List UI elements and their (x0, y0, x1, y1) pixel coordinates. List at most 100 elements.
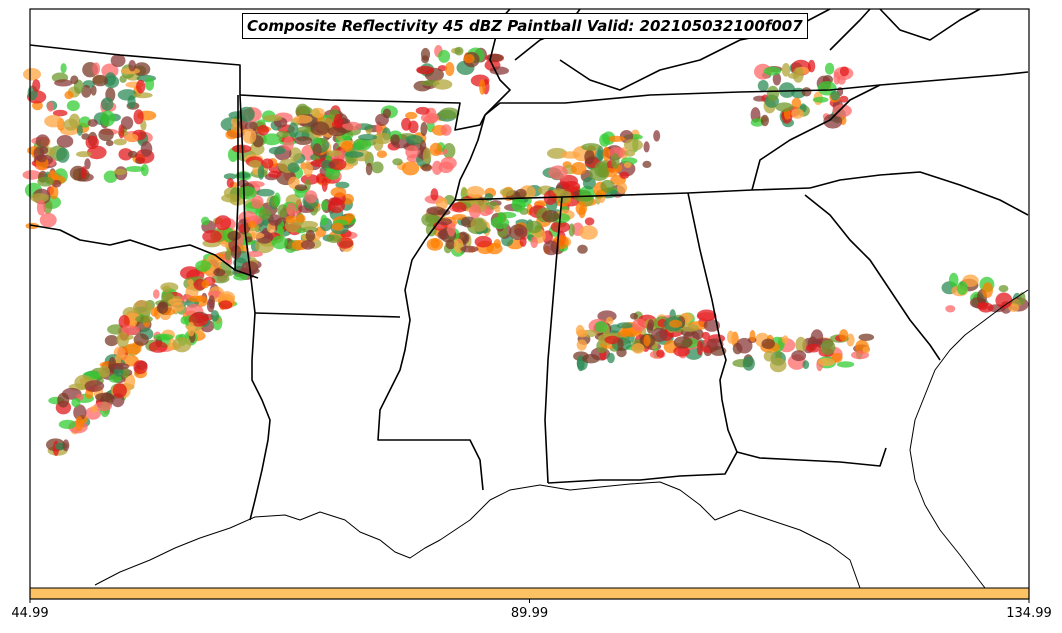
storm-cell-blob (52, 109, 68, 117)
storm-cell-blob (643, 141, 650, 153)
storm-cell-blob (153, 289, 160, 299)
storm-cell-blob (460, 245, 479, 253)
storm-cell-blob (145, 77, 155, 91)
storm-cell-blob (118, 315, 130, 329)
storm-cell-blob (92, 74, 108, 87)
storm-cell-blob (766, 85, 780, 102)
storm-cell-blob (421, 164, 433, 172)
storm-cell-blob (392, 158, 403, 166)
storm-cell-blob (757, 80, 769, 92)
storm-cell-blob (582, 354, 600, 364)
storm-cell-blob (978, 302, 994, 313)
storm-cell-blob (791, 97, 802, 109)
storm-cell-blob (287, 162, 300, 173)
storm-cell-blob (575, 201, 587, 215)
storm-cell-blob (326, 150, 343, 157)
storm-cell-blob (60, 63, 67, 74)
map-title: Composite Reflectivity 45 dBZ Paintball … (242, 13, 808, 39)
wv-border (879, 8, 981, 41)
storm-cell-blob (268, 146, 286, 155)
ga-al-border (687, 192, 738, 453)
storm-cell-blob (333, 113, 343, 129)
storm-cell-blob (233, 273, 249, 281)
va-nc-border (879, 71, 1029, 86)
storm-cell-blob (576, 339, 587, 351)
storm-cell-blob (439, 107, 460, 120)
storm-cell-blob (489, 66, 509, 75)
storm-cell-blob (376, 150, 388, 158)
storm-cell-blob (76, 124, 83, 136)
storm-cell-blob (81, 133, 90, 140)
storm-cell-blob (73, 404, 87, 421)
storm-cell-blob (426, 206, 446, 216)
storm-cell-blob (1008, 303, 1020, 312)
storm-cell-blob (76, 151, 92, 158)
storm-cell-blob (104, 335, 119, 347)
storm-cell-blob (461, 186, 467, 198)
storm-cell-blob (631, 343, 645, 354)
storm-cell-blob (51, 179, 62, 188)
storm-cell-blob (312, 143, 322, 157)
storm-cell-blob (422, 147, 432, 164)
storm-cell-blob (568, 223, 575, 237)
storm-cell-blob (132, 300, 153, 315)
storm-cell-blob (559, 174, 579, 188)
storm-cell-blob (276, 130, 289, 139)
storm-cell-blob (63, 118, 79, 131)
storm-cell-blob (208, 295, 216, 309)
storm-cell-blob (451, 202, 467, 213)
storm-cell-blob (148, 341, 168, 353)
storm-cell-blob (602, 146, 611, 162)
storm-cell-blob (839, 95, 849, 103)
storm-cell-blob (320, 214, 328, 226)
storm-cell-blob (39, 212, 57, 228)
storm-cell-blob (454, 46, 464, 56)
storm-cell-blob (701, 331, 710, 340)
storm-cell-blob (251, 195, 264, 209)
storm-cell-blob (262, 114, 283, 122)
storm-cell-blob (123, 343, 142, 355)
storm-cell-blob (611, 153, 620, 169)
storm-cell-blob (32, 79, 41, 92)
ms-la-border (377, 199, 484, 491)
storm-cell-blob (469, 204, 481, 219)
storm-cell-blob (839, 329, 849, 342)
storm-cell-blob (375, 113, 389, 127)
storm-cell-blob (426, 238, 444, 251)
storm-cell-blob (268, 170, 282, 178)
storm-cell-blob (58, 419, 77, 429)
sc-ga-border (804, 194, 941, 361)
storm-cell-blob (57, 392, 70, 408)
axes-frame (29, 8, 1030, 600)
storm-cell-blob (274, 192, 281, 207)
storm-cell-blob (511, 197, 526, 213)
storm-cell-blob (128, 59, 136, 72)
storm-cell-blob (110, 53, 126, 68)
storm-cell-blob (227, 230, 241, 241)
storm-cell-blob (225, 250, 232, 261)
storm-cell-blob (831, 352, 843, 363)
storm-cell-blob (211, 274, 230, 284)
storm-cell-blob (812, 96, 829, 103)
storm-cell-blob (294, 188, 308, 198)
storm-cell-blob (405, 135, 423, 145)
storm-cell-blob (105, 140, 114, 147)
storm-cell-blob (445, 62, 455, 76)
storm-cell-blob (36, 199, 46, 216)
storm-cell-blob (341, 141, 353, 152)
colorbar-tick-label: 44.99 (11, 606, 49, 621)
storm-cell-blob (299, 106, 313, 115)
storm-cell-blob (150, 307, 159, 317)
storm-cell-blob (223, 173, 237, 180)
storm-cell-blob (617, 338, 624, 351)
storm-cell-blob (438, 49, 451, 63)
storm-cell-blob (331, 222, 344, 231)
storm-cell-blob (180, 266, 200, 280)
storm-cell-blob (749, 330, 756, 343)
storm-cell-blob (35, 134, 50, 148)
storm-cell-blob (372, 132, 393, 145)
storm-cell-blob (769, 357, 787, 373)
storm-cell-blob (653, 130, 661, 142)
ar-la-border (254, 312, 401, 318)
storm-cell-blob (604, 335, 620, 345)
